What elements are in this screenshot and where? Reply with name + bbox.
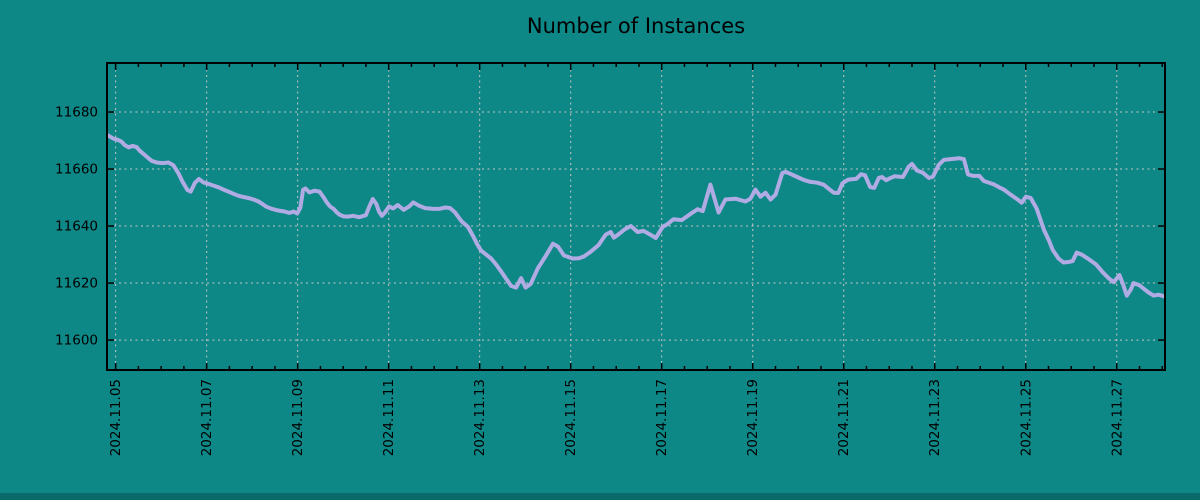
plot-border bbox=[106, 62, 1166, 371]
y-tick-label: 11680 bbox=[55, 105, 98, 121]
chart-title: Number of Instances bbox=[526, 14, 746, 38]
bottom-strip bbox=[0, 493, 1200, 500]
x-tick-label: 2024.11.17 bbox=[654, 379, 670, 456]
data-line bbox=[107, 132, 1165, 299]
x-tick-label: 2024.11.21 bbox=[836, 379, 852, 456]
x-tick-label: 2024.11.13 bbox=[472, 379, 488, 456]
x-tick-label: 2024.11.23 bbox=[927, 379, 943, 456]
x-tick-label: 2024.11.15 bbox=[563, 379, 579, 456]
x-tick-label: 2024.11.27 bbox=[1109, 379, 1125, 456]
y-tick-label: 11620 bbox=[55, 276, 98, 292]
x-tick-label: 2024.11.11 bbox=[381, 379, 397, 456]
y-tick-label: 11640 bbox=[55, 219, 98, 235]
x-tick-label: 2024.11.07 bbox=[199, 379, 215, 456]
x-tick-label: 2024.11.09 bbox=[290, 379, 306, 456]
y-tick-label: 11600 bbox=[55, 333, 98, 349]
y-tick-label: 11660 bbox=[55, 162, 98, 178]
x-tick-label: 2024.11.05 bbox=[108, 379, 124, 456]
x-tick-label: 2024.11.25 bbox=[1018, 379, 1034, 456]
x-tick-label: 2024.11.19 bbox=[745, 379, 761, 456]
